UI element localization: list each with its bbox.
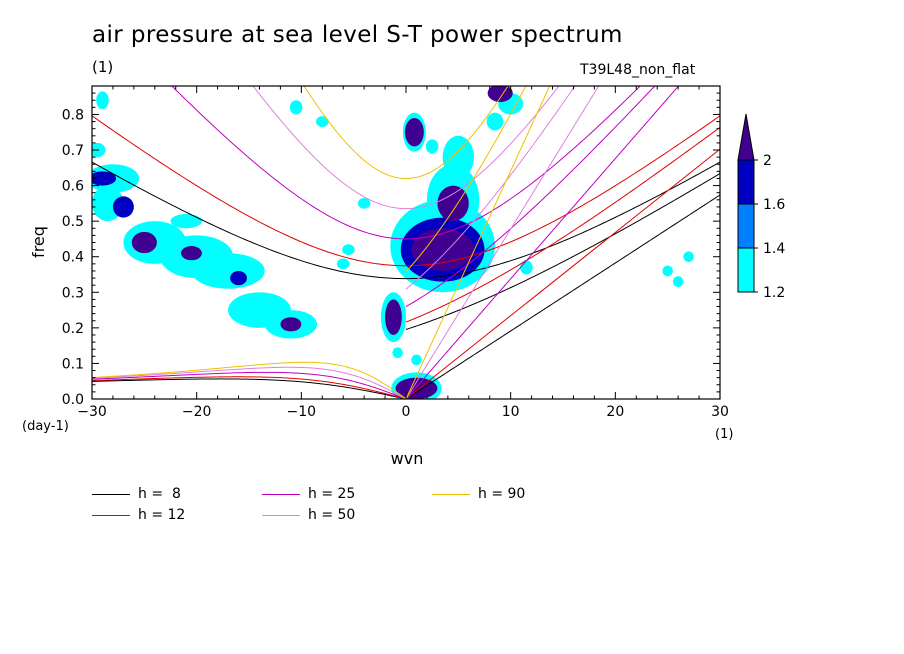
- curve-h50-mrg: [405, 86, 576, 290]
- curve-h50-rossby: [92, 366, 407, 399]
- shaded-blob-23: [672, 276, 684, 287]
- y-tick-label-1: 0.1: [62, 356, 84, 372]
- x-axis-unit: (1): [715, 427, 733, 442]
- y-tick-label-3: 0.3: [62, 285, 84, 301]
- curve-h25-rossby: [92, 371, 407, 399]
- shaded-blob-21: [683, 251, 694, 263]
- curve-h12-mrg: [405, 126, 720, 323]
- legend-label-h12: h = 12: [138, 507, 186, 523]
- y-tick-label-7: 0.7: [62, 143, 84, 159]
- curve-h90-kelvin: [405, 86, 551, 399]
- legend-line-h90: [432, 494, 470, 495]
- shaded-blob-26: [357, 198, 371, 209]
- curve-h8-ig: [92, 161, 720, 280]
- units-label: (1): [92, 58, 114, 76]
- curve-h12-kelvin: [405, 148, 720, 399]
- curve-h12-rossby: [92, 376, 407, 399]
- curve-h90-mrg: [405, 86, 527, 273]
- y-tick-label-2: 0.2: [62, 321, 84, 337]
- legend-line-h8: [92, 494, 130, 495]
- shaded-blob-40: [131, 231, 157, 254]
- axes: −30 −20 −10 0 10 20 30 0.0 0.1 0.2 0.3 0.4 0.5 0.6 0.7…: [62, 86, 729, 420]
- colorbar-extend-arrow: [737, 113, 755, 161]
- shaded-blob-14: [96, 91, 109, 110]
- shaded-blob-19: [425, 139, 439, 154]
- x-tick-label-5: 20: [606, 404, 624, 420]
- shaded-blob-34: [404, 118, 424, 147]
- x-tick-label-3: 0: [402, 404, 411, 420]
- legend-label-h25: h = 25: [308, 486, 356, 502]
- legend-item-h90: h = 90: [432, 486, 552, 504]
- x-tick-label-2: −10: [287, 404, 317, 420]
- colorbar-label-2: 1.6: [763, 197, 785, 213]
- curve-h25-mrg: [405, 86, 656, 308]
- legend-label-h50: h = 50: [308, 507, 356, 523]
- shaded-blob-24: [170, 214, 202, 229]
- colorbar-label-0: 1.2: [763, 285, 785, 301]
- curve-h25-ig: [171, 86, 641, 240]
- shaded-blob-35: [385, 299, 402, 335]
- shaded-blob-5: [442, 135, 475, 179]
- legend-item-h50: h = 50: [262, 507, 382, 525]
- colorbar-segment-0: [737, 247, 755, 293]
- shaded-blob-27: [336, 258, 350, 270]
- y-tick-label-5: 0.5: [62, 214, 84, 230]
- x-axis-label: wvn: [391, 449, 424, 468]
- y-tick-label-6: 0.6: [62, 179, 84, 195]
- curve-h8-kelvin: [405, 194, 720, 399]
- shaded-blob-42: [280, 317, 302, 332]
- curve-h8-rossby: [92, 378, 407, 399]
- x-tick-label-1: −20: [182, 404, 212, 420]
- legend-line-h50: [262, 515, 300, 516]
- legend-item-h25: h = 25: [262, 486, 382, 504]
- colorbar-segment-2: [737, 159, 755, 205]
- shaded-blob-39: [487, 86, 513, 103]
- curve-h50-ig: [252, 86, 560, 210]
- shaded-blob-38: [437, 185, 469, 222]
- curve-h90-rossby: [92, 361, 407, 399]
- shaded-blob-17: [486, 112, 504, 131]
- colorbar: 1.2 1.4 1.6 2: [737, 113, 785, 301]
- x-tick-label-4: 10: [502, 404, 520, 420]
- shaded-blob-20: [520, 260, 533, 275]
- shaded-blob-33: [112, 196, 134, 218]
- legend-item-h8: h = 8: [92, 486, 212, 504]
- legend-line-h12: [92, 515, 130, 516]
- curve-h25-kelvin: [405, 86, 680, 399]
- legend-item-h12: h = 12: [92, 507, 212, 525]
- curve-h8-mrg: [405, 173, 720, 330]
- y-tick-label-0: 0.0: [62, 392, 84, 408]
- chart-title: air pressure at sea level S-T power spec…: [92, 22, 623, 48]
- colorbar-label-1: 1.4: [763, 241, 785, 257]
- y-tick-label-8: 0.8: [62, 107, 84, 123]
- curve-h12-ig: [92, 115, 720, 267]
- shaded-blob-15: [289, 100, 303, 115]
- shaded-blob-31: [230, 270, 247, 286]
- x-tick-label-6: 30: [711, 404, 729, 420]
- experiment-name: T39L48_non_flat: [580, 62, 696, 78]
- curve-h90-ig: [303, 86, 509, 180]
- shaded-blob-25: [342, 244, 355, 255]
- y-tick-label-4: 0.4: [62, 250, 84, 266]
- legend-label-h8: h = 8: [138, 486, 181, 502]
- curve-h50-kelvin: [405, 86, 600, 399]
- shaded-blob-37: [411, 228, 475, 271]
- colorbar-label-3: 2: [763, 153, 772, 169]
- shaded-blob-8: [191, 253, 265, 289]
- dispersion-curves: [92, 86, 720, 399]
- shaded-blob-16: [315, 116, 329, 127]
- shaded-contours: [92, 86, 694, 399]
- shaded-blob-28: [392, 347, 403, 359]
- y-axis-unit: (day-1): [22, 419, 69, 434]
- shaded-blob-22: [662, 265, 673, 277]
- legend-label-h90: h = 90: [478, 486, 526, 502]
- x-tick-label-0: −30: [77, 404, 107, 420]
- shaded-blob-29: [411, 354, 422, 366]
- shaded-blob-41: [180, 246, 202, 261]
- y-axis-label: freq: [29, 226, 48, 258]
- legend-line-h25: [262, 494, 300, 495]
- shaded-blob-32: [92, 171, 117, 186]
- colorbar-segment-1: [737, 203, 755, 249]
